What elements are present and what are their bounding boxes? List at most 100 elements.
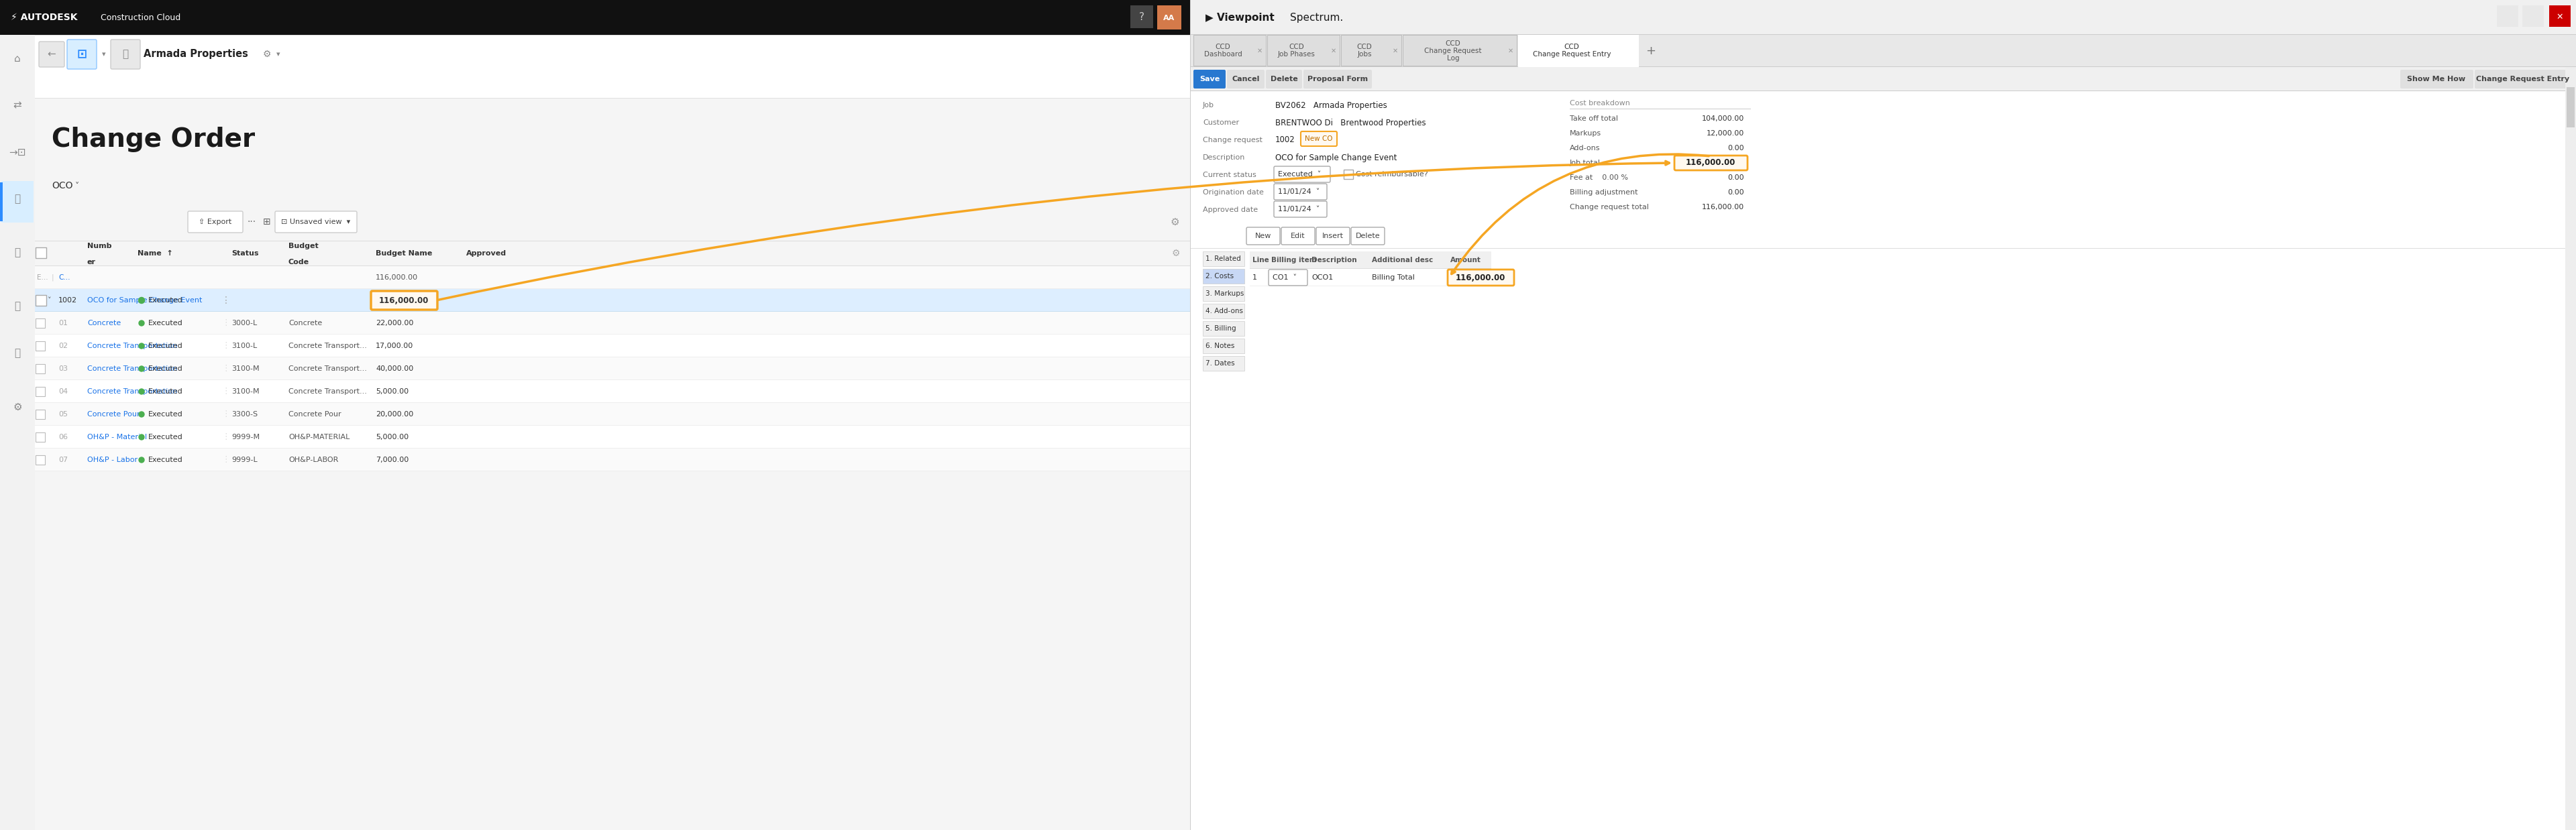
Text: 05: 05 (59, 411, 67, 417)
Text: 06: 06 (59, 434, 67, 441)
Bar (36, 319, 44, 328)
Text: Approved date: Approved date (1203, 207, 1257, 213)
Circle shape (139, 434, 144, 440)
Text: →⊡: →⊡ (8, 147, 26, 157)
Text: 104,000.00: 104,000.00 (1703, 115, 1744, 122)
Bar (36, 403, 1190, 426)
Bar (1190, 67, 2576, 830)
Text: Code: Code (289, 259, 309, 266)
Text: ⇧ Export: ⇧ Export (198, 218, 232, 225)
Text: Executed: Executed (149, 320, 183, 326)
FancyBboxPatch shape (1267, 270, 1309, 286)
Text: CCD: CCD (1288, 44, 1303, 51)
Circle shape (139, 457, 144, 462)
Text: Change Request: Change Request (1425, 47, 1481, 54)
Bar (1193, 35, 1265, 66)
Text: Concrete: Concrete (289, 320, 322, 326)
Text: 1: 1 (1252, 274, 1257, 281)
Text: 7,000.00: 7,000.00 (376, 457, 410, 463)
Text: ⇄: ⇄ (13, 100, 21, 110)
Text: ▶ Viewpoint: ▶ Viewpoint (1206, 12, 1275, 22)
FancyBboxPatch shape (188, 211, 242, 232)
Text: Delete: Delete (1270, 76, 1298, 82)
Bar (2550, 5, 2571, 27)
Text: Additional desc: Additional desc (1373, 256, 1432, 263)
Text: OCO1: OCO1 (1311, 274, 1334, 281)
Text: Executed  ˅: Executed ˅ (1278, 171, 1321, 178)
Text: Name  ↑: Name ↑ (137, 250, 173, 256)
Text: +: + (1646, 45, 1656, 57)
Bar (0, 35, 36, 830)
Text: 📈: 📈 (15, 301, 21, 311)
Bar (1203, 286, 1244, 301)
Text: Cost breakdown: Cost breakdown (1569, 100, 1631, 106)
Text: 9999-L: 9999-L (232, 457, 258, 463)
Bar (1203, 304, 1244, 319)
Text: 40,000.00: 40,000.00 (376, 365, 412, 372)
Text: Budget: Budget (289, 242, 319, 249)
Text: 20,000.00: 20,000.00 (376, 411, 412, 417)
Bar (1203, 339, 1244, 354)
Bar (36, 455, 44, 465)
Text: Origination date: Origination date (1203, 189, 1265, 196)
Text: CCD: CCD (1216, 44, 1231, 51)
Text: CCD: CCD (1564, 44, 1579, 51)
Bar (1157, 5, 1182, 30)
Text: Change Request Entry: Change Request Entry (1533, 51, 1610, 57)
Text: Executed: Executed (149, 411, 183, 417)
Text: Executed: Executed (149, 343, 183, 349)
Bar (1203, 251, 1244, 266)
Bar (1190, 0, 2576, 830)
Text: Cost reimbursable?: Cost reimbursable? (1355, 171, 1427, 178)
Text: 11/01/24  ˅: 11/01/24 ˅ (1278, 188, 1319, 195)
Text: AA: AA (1164, 15, 1175, 22)
FancyBboxPatch shape (1275, 183, 1327, 200)
Bar (36, 387, 44, 396)
Text: Markups: Markups (1569, 130, 1602, 137)
Text: 03: 03 (59, 365, 67, 372)
Text: 5,000.00: 5,000.00 (376, 388, 410, 395)
Text: Budget Name: Budget Name (376, 250, 433, 256)
Text: OCO for Sample Change Event: OCO for Sample Change Event (1275, 154, 1396, 162)
FancyBboxPatch shape (1280, 227, 1314, 245)
Text: CO1  ˅: CO1 ˅ (1273, 274, 1296, 281)
Text: ˅: ˅ (46, 297, 52, 304)
Bar (36, 247, 46, 258)
Bar (0, 0, 1190, 830)
Text: ⚙: ⚙ (13, 402, 23, 412)
Text: 116,000.00: 116,000.00 (376, 274, 417, 281)
Bar (1404, 35, 1517, 66)
Text: ✕: ✕ (1394, 47, 1399, 54)
Text: Spectrum.: Spectrum. (1291, 12, 1342, 22)
Text: 116,000.00: 116,000.00 (1455, 273, 1504, 282)
Bar (36, 341, 44, 350)
Text: Cancel: Cancel (1231, 76, 1260, 82)
Bar (1203, 356, 1244, 371)
Text: BRENTWOO Di   Brentwood Properties: BRENTWOO Di Brentwood Properties (1275, 119, 1427, 127)
Text: 0.00: 0.00 (1728, 144, 1744, 152)
Bar (36, 364, 44, 374)
Text: Armada Properties: Armada Properties (144, 49, 247, 59)
Text: Executed: Executed (149, 434, 183, 441)
Text: 17,000.00: 17,000.00 (376, 343, 412, 349)
Text: 12,000.00: 12,000.00 (1705, 130, 1744, 137)
Text: ⋮: ⋮ (222, 432, 229, 442)
Text: ⋮: ⋮ (222, 342, 229, 350)
Text: ▾: ▾ (103, 51, 106, 57)
Text: Job total: Job total (1569, 159, 1600, 166)
Text: Description: Description (1203, 154, 1244, 161)
Text: Concrete Pour: Concrete Pour (289, 411, 340, 417)
Circle shape (139, 366, 144, 371)
Bar (2522, 5, 2543, 27)
Text: ✕: ✕ (1507, 47, 1515, 54)
Text: 3300-S: 3300-S (232, 411, 258, 417)
FancyBboxPatch shape (1674, 155, 1747, 170)
Text: 22,000.00: 22,000.00 (376, 320, 415, 326)
Text: 2. Costs: 2. Costs (1206, 273, 1234, 280)
Text: ⋮: ⋮ (222, 295, 232, 305)
Text: ⊞: ⊞ (263, 217, 270, 227)
Text: ⋮: ⋮ (222, 456, 229, 464)
Text: 01: 01 (59, 320, 67, 326)
Text: Take off total: Take off total (1569, 115, 1618, 122)
Text: OH&P - Labor: OH&P - Labor (88, 457, 137, 463)
